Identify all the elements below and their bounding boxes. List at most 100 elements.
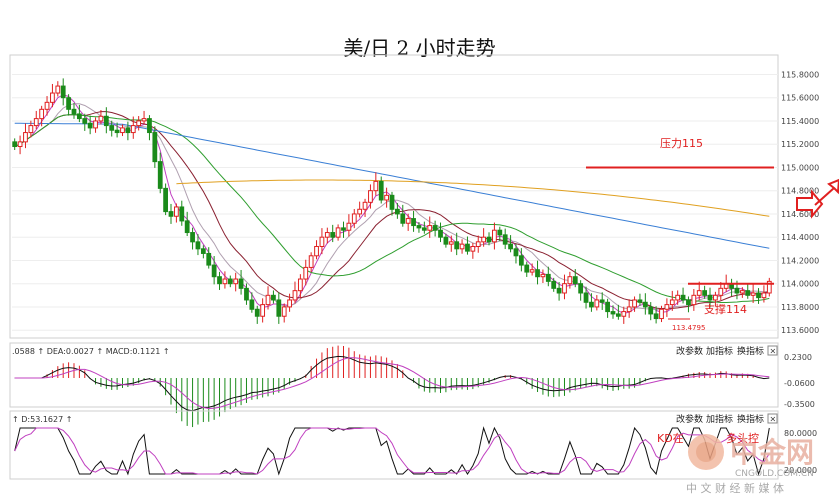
candle <box>556 287 562 294</box>
candle <box>98 115 104 122</box>
candle <box>303 266 309 280</box>
add-indicator-button-kd[interactable]: 加指标 <box>706 413 733 425</box>
params-button[interactable]: 改参数 <box>676 345 703 357</box>
candle <box>642 301 648 308</box>
candle <box>330 232 336 238</box>
candle <box>297 278 303 292</box>
macd-close-icon: × <box>770 347 777 356</box>
ma-orange-line <box>176 179 770 217</box>
candle <box>50 92 55 103</box>
candle <box>254 308 260 317</box>
candle <box>448 241 454 245</box>
watermark-tagline: 中 文 财 经 新 媒 体 <box>686 481 784 495</box>
candle <box>222 278 228 285</box>
candle <box>174 206 179 217</box>
switch-indicator-button[interactable]: 换指标 <box>737 345 764 357</box>
candle <box>669 299 675 306</box>
candle <box>610 311 616 315</box>
candle <box>335 227 341 238</box>
candle <box>659 308 664 320</box>
candle <box>384 194 389 201</box>
candle <box>766 280 772 294</box>
candle <box>141 118 147 122</box>
candle <box>217 276 222 285</box>
candle <box>17 141 23 148</box>
kd-close-button[interactable] <box>767 413 778 424</box>
candle <box>605 301 610 313</box>
candle <box>87 122 93 129</box>
candle <box>518 255 524 266</box>
macd-dea-line <box>14 357 770 410</box>
candle <box>163 187 169 213</box>
candle <box>578 283 584 294</box>
resistance-label: 压力115 <box>660 137 703 150</box>
switch-indicator-button-kd[interactable]: 换指标 <box>737 413 764 425</box>
kd-annotation: KD在 <box>657 432 684 445</box>
candle <box>362 201 368 210</box>
candle <box>271 294 276 301</box>
candle <box>686 299 691 306</box>
candle <box>572 276 578 285</box>
candle <box>152 132 158 163</box>
candle <box>454 241 460 250</box>
candle <box>93 120 98 129</box>
candle <box>233 278 239 285</box>
candle <box>615 313 621 317</box>
y-tick-label: 113.6000 <box>781 326 819 335</box>
candle <box>12 141 18 148</box>
y-axis: 115.8000 115.6000 115.4000 115.2000 115.0000… <box>781 70 819 335</box>
kd-tick-label: 20.0000 <box>784 466 817 475</box>
kd-k-line <box>14 426 770 476</box>
candle <box>626 306 632 313</box>
y-tick-label: 114.8000 <box>781 187 819 196</box>
macd-panel-border <box>9 342 779 408</box>
candle <box>341 227 346 231</box>
candle <box>524 264 530 273</box>
candle <box>211 264 217 278</box>
y-tick-label: 115.0000 <box>781 163 819 172</box>
add-indicator-button[interactable]: 加指标 <box>706 345 733 357</box>
watermark-site: CNGOLD.COM.CN <box>735 469 814 479</box>
macd-close-button[interactable] <box>767 345 778 356</box>
candle <box>28 125 34 134</box>
y-tick-label: 113.8000 <box>781 303 819 312</box>
macd-tick-label: -0.3500 <box>784 400 815 409</box>
candle <box>481 236 487 243</box>
candle <box>497 229 503 236</box>
candle <box>416 225 422 229</box>
kd-header: ↑ D:53.1627 ↑ <box>12 415 72 424</box>
macd-histogram <box>46 345 765 428</box>
candle <box>206 252 212 266</box>
candle <box>713 294 718 301</box>
candle <box>130 125 136 134</box>
candle <box>589 301 594 308</box>
low-price-label: 113.4795 <box>672 324 705 332</box>
candle <box>200 248 206 254</box>
candle <box>346 222 352 231</box>
params-button-kd[interactable]: 改参数 <box>676 413 703 425</box>
candle <box>465 243 470 252</box>
ma-green-line <box>14 114 770 303</box>
candle <box>664 304 670 310</box>
candle <box>55 85 61 94</box>
y-tick-label: 114.0000 <box>781 280 819 289</box>
kd-tick-label: 80.0000 <box>784 429 817 438</box>
arrow-up-right-icon <box>814 178 839 206</box>
candle <box>76 113 82 120</box>
kd-close-icon: × <box>770 415 777 424</box>
candle <box>400 213 406 224</box>
watermark-brand: 中金网 <box>730 436 814 469</box>
candle <box>508 243 513 250</box>
candle <box>190 232 195 243</box>
y-tick-label: 115.4000 <box>781 117 819 126</box>
candle <box>287 299 292 308</box>
candle <box>421 227 427 231</box>
candle <box>707 294 713 301</box>
candle <box>136 120 142 127</box>
macd-header: .0588 ↑ DEA:0.0027 ↑ MACD:0.1121 ↑ <box>12 347 170 356</box>
candle <box>114 129 120 134</box>
candle <box>761 292 767 299</box>
candle <box>696 290 702 296</box>
macd-tick-label: 0.2300 <box>784 353 812 362</box>
